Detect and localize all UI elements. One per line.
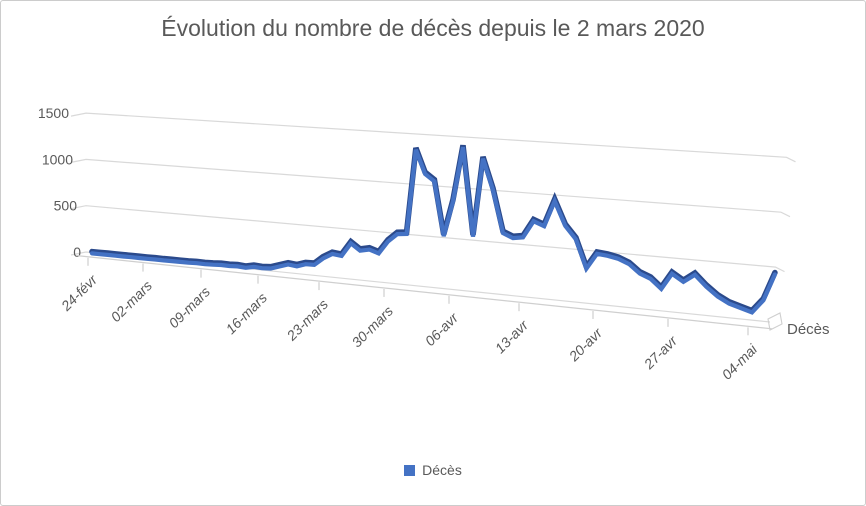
floor-end-cap — [767, 312, 783, 331]
x-axis-label-09-mars: 09-mars — [165, 283, 213, 331]
legend-swatch-deces — [404, 464, 416, 476]
y-axis-label-1500: 1500 — [38, 105, 69, 121]
value-gridline-0 — [70, 251, 771, 323]
value-gridline-500 — [70, 205, 785, 273]
x-axis-label-16-mars: 16-mars — [222, 289, 270, 337]
series-axis-label: Décès — [787, 321, 830, 338]
value-gridline-1500 — [70, 112, 796, 163]
x-axis-label-20-avr: 20-avr — [565, 324, 606, 365]
deaths-line — [89, 146, 777, 315]
x-axis-label-27-avr: 27-avr — [640, 332, 681, 373]
value-gridline-1000 — [70, 158, 791, 218]
y-axis-label-0: 0 — [73, 244, 81, 260]
legend-label-deces: Décès — [422, 462, 462, 478]
x-axis-label-24-févr: 24-févr — [57, 271, 101, 315]
x-axis-label-02-mars: 02-mars — [107, 277, 155, 325]
x-axis-label-30-mars: 30-mars — [348, 303, 396, 351]
legend: Décès — [1, 462, 865, 478]
y-axis-label-500: 500 — [54, 198, 78, 214]
x-axis-label-13-avr: 13-avr — [492, 316, 532, 356]
chart-title: Évolution du nombre de décès depuis le 2… — [161, 15, 705, 41]
x-axis-label-06-avr: 06-avr — [422, 309, 462, 349]
x-axis-label-23-mars: 23-mars — [283, 296, 331, 344]
category-axis-line — [75, 254, 773, 330]
deaths-line-edge — [89, 144, 778, 314]
y-axis-label-1000: 1000 — [42, 151, 73, 167]
x-axis-label-04-mai: 04-mai — [719, 340, 761, 382]
